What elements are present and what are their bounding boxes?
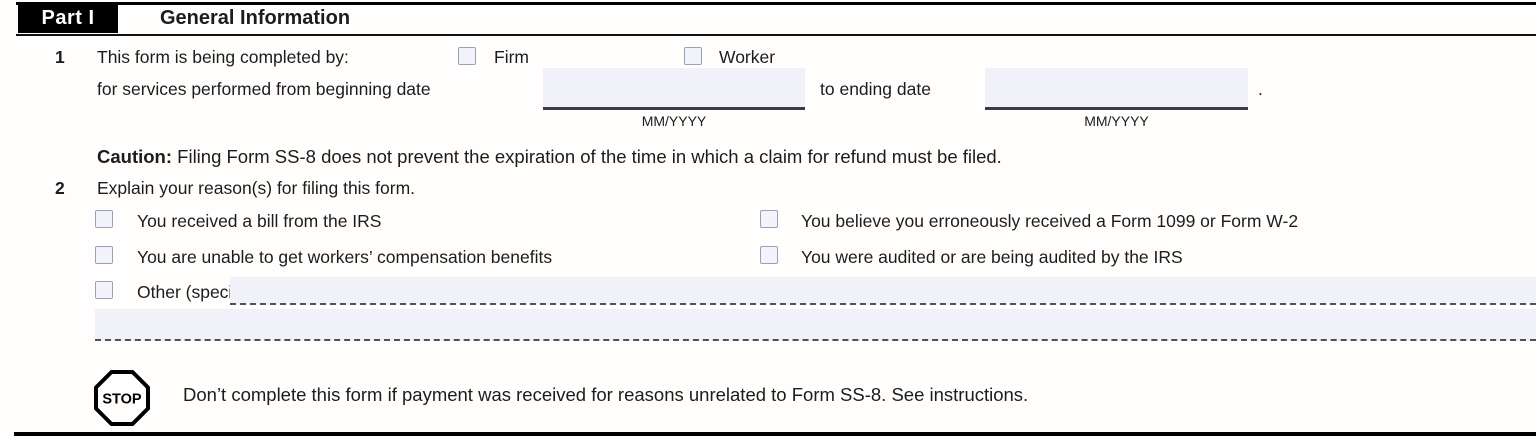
top-divider <box>16 2 1536 5</box>
sentence-period: . <box>1258 79 1263 99</box>
caution-line: Caution: Filing Form SS-8 does not preve… <box>97 147 1002 167</box>
reason-other-checkbox[interactable] <box>95 281 113 299</box>
reason-bill-from-irs-checkbox[interactable] <box>95 210 113 228</box>
stop-note-text: Don’t complete this form if payment was … <box>183 384 1029 405</box>
reason-bill-from-irs-label: You received a bill from the IRS <box>137 211 382 231</box>
to-ending-date-text: to ending date <box>820 79 931 99</box>
stop-icon: STOP <box>93 369 151 427</box>
caution-label: Caution: <box>97 146 173 167</box>
beginning-date-format-hint: MM/YYYY <box>641 113 707 129</box>
reason-erroneous-1099-w2-label: You believe you erroneously received a F… <box>801 211 1299 231</box>
header-divider <box>16 34 1536 36</box>
line1-number: 1 <box>55 47 65 67</box>
ending-date-field[interactable] <box>985 68 1248 110</box>
firm-checkbox-label: Firm <box>494 47 529 67</box>
ending-date-format-hint: MM/YYYY <box>1084 113 1149 129</box>
section-title: General Information <box>160 7 351 29</box>
beginning-date-field[interactable] <box>543 68 805 110</box>
reason-audited-checkbox[interactable] <box>760 246 778 264</box>
line2-number: 2 <box>55 178 65 198</box>
worker-checkbox-label: Worker <box>719 47 776 67</box>
part-label-box: Part I <box>18 4 118 33</box>
services-performed-text: for services performed from beginning da… <box>97 79 431 99</box>
bottom-divider <box>14 432 1536 436</box>
reason-workers-comp-checkbox[interactable] <box>95 246 113 264</box>
part-label: Part I <box>41 7 95 29</box>
line2-intro-text: Explain your reason(s) for filing this f… <box>97 178 416 198</box>
stop-icon-text: STOP <box>102 392 142 408</box>
reason-audited-label: You were audited or are being audited by… <box>801 247 1183 267</box>
other-specify-field-line2[interactable] <box>95 309 1536 341</box>
line1-intro-text: This form is being completed by: <box>97 47 349 67</box>
reason-other-label: Other (specify) <box>137 282 252 302</box>
firm-checkbox[interactable] <box>458 47 476 65</box>
caution-text: Filing Form SS-8 does not prevent the ex… <box>172 146 1002 167</box>
reason-workers-comp-label: You are unable to get workers’ compensat… <box>137 247 553 267</box>
reason-erroneous-1099-w2-checkbox[interactable] <box>760 210 778 228</box>
worker-checkbox[interactable] <box>684 47 702 65</box>
other-specify-field-line1[interactable] <box>230 277 1536 305</box>
